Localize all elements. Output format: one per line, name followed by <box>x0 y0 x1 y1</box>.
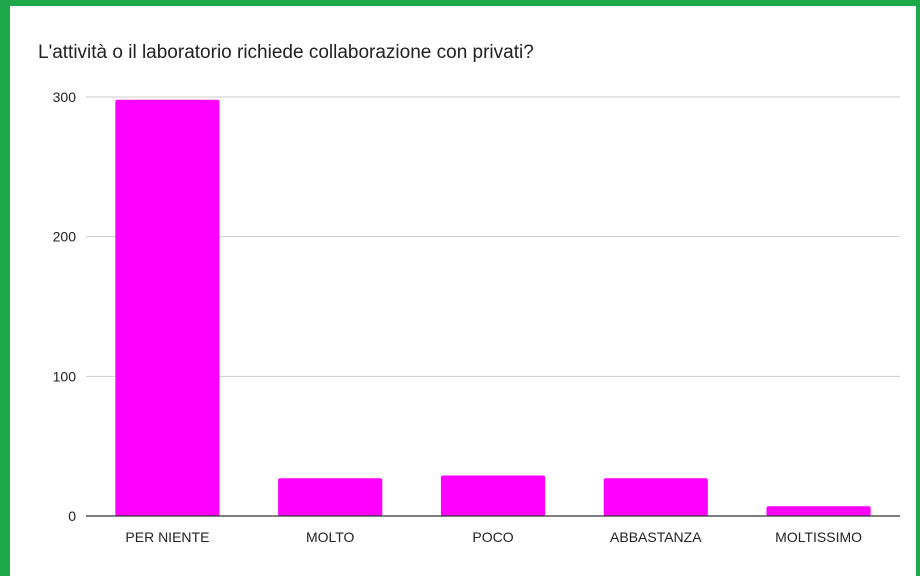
y-axis-ticks: 0 100 200 300 <box>53 89 77 524</box>
x-tick-label: MOLTISSIMO <box>775 529 862 545</box>
bar-poco <box>440 475 546 516</box>
bar-moltissimo <box>766 506 871 516</box>
bars <box>115 99 871 516</box>
bar-per-niente <box>115 99 220 516</box>
bar-molto <box>278 478 383 516</box>
gridlines <box>86 96 900 377</box>
y-tick-label: 300 <box>53 89 77 105</box>
y-tick-label: 0 <box>68 508 76 524</box>
x-tick-label: PER NIENTE <box>125 529 209 545</box>
x-tick-label: POCO <box>472 529 513 545</box>
x-tick-label: ABBASTANZA <box>610 529 702 545</box>
y-tick-label: 200 <box>53 229 77 245</box>
x-tick-label: MOLTO <box>306 529 355 545</box>
bar-abbastanza <box>603 478 708 516</box>
chart-title: L'attività o il laboratorio richiede col… <box>38 42 534 63</box>
y-tick-label: 100 <box>53 368 77 384</box>
x-axis-ticks: PER NIENTE MOLTO POCO ABBASTANZA MOLTISSIMO <box>125 529 862 545</box>
